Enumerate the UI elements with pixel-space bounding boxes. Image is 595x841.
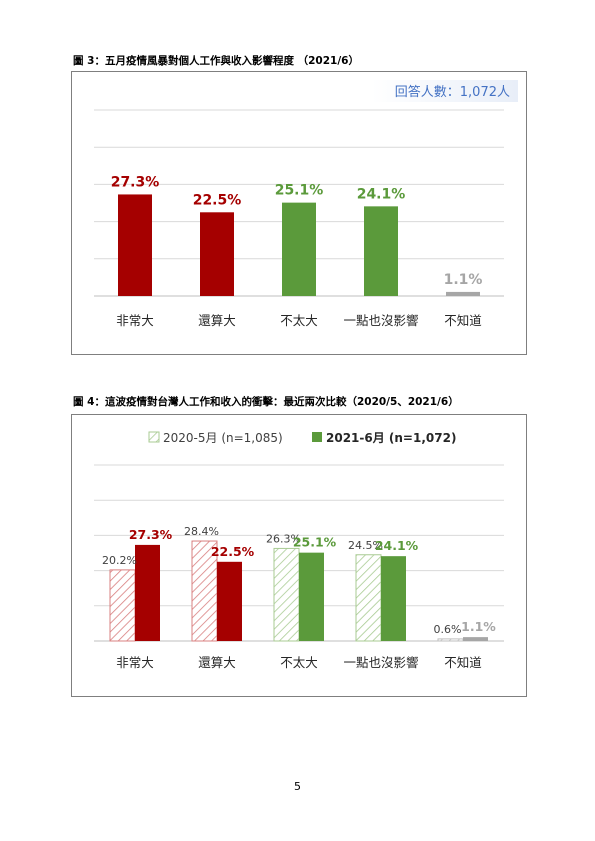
chart-1-x-tick-labels: 非常大 還算大 不太大 一點也沒影響 不知道 (116, 313, 482, 328)
x-tick-label: 非常大 (116, 655, 154, 670)
bar (446, 291, 480, 296)
chart-2-frame: 2020-5月 (n=1,085) 2021-6月 (n=1,072) 20.2… (71, 414, 527, 697)
chart-2-bars (109, 540, 488, 642)
data-label: 1.1% (444, 272, 483, 288)
data-label-2021: 24.1% (375, 538, 419, 553)
chart-2-legend: 2020-5月 (n=1,085) 2021-6月 (n=1,072) (148, 431, 456, 445)
x-tick-label: 不知道 (444, 313, 482, 328)
data-label-2020: 26.3% (266, 532, 301, 545)
data-label: 25.1% (275, 183, 324, 199)
data-label-2020: 0.6% (434, 623, 462, 636)
bar (282, 202, 316, 296)
bar-2021 (217, 561, 242, 641)
bar-2020 (273, 547, 300, 642)
x-tick-label: 一點也沒影響 (343, 655, 418, 670)
chart-2-x-tick-labels: 非常大 還算大 不太大 一點也沒影響 不知道 (116, 655, 482, 670)
bar-2020 (109, 569, 136, 642)
legend-label-2021: 2021-6月 (n=1,072) (326, 431, 456, 445)
bar (364, 206, 398, 296)
data-label: 22.5% (193, 192, 242, 208)
x-tick-label: 不太大 (280, 655, 318, 670)
x-tick-label: 還算大 (198, 655, 236, 670)
respondents-annotation-bg (372, 80, 518, 102)
respondents-annotation: 回答人數：1,072人 (395, 84, 510, 100)
x-tick-label: 非常大 (116, 313, 154, 328)
figure-3-title: 圖 3：五月疫情風暴對個人工作與收入影響程度 （2021/6） (73, 55, 359, 67)
data-label-2021: 25.1% (293, 535, 337, 550)
data-label-2020: 24.5% (348, 539, 383, 552)
data-label: 27.3% (111, 174, 160, 190)
chart-1-data-labels: 27.3% 22.5% 25.1% 24.1% 1.1% (111, 174, 483, 287)
page-number: 5 (294, 780, 301, 793)
legend-swatch-2020 (148, 431, 160, 443)
data-label-2020: 28.4% (184, 525, 219, 538)
data-label-2021: 22.5% (211, 544, 255, 559)
data-label-2020: 20.2% (102, 554, 137, 567)
bar-2020 (355, 554, 382, 642)
figure-4-title: 圖 4：這波疫情對台灣人工作和收入的衝擊：最近兩次比較（2020/5、2021/… (73, 396, 459, 408)
x-tick-label: 還算大 (198, 313, 236, 328)
x-tick-label: 一點也沒影響 (343, 313, 418, 328)
chart-2-svg: 2020-5月 (n=1,085) 2021-6月 (n=1,072) 20.2… (94, 431, 504, 670)
chart-1-frame: 回答人數：1,072人 27.3% 22.5% 25.1% 24.1% 1.1% 非常大… (71, 71, 527, 355)
data-label-2021: 27.3% (129, 527, 173, 542)
data-label-2021: 1.1% (461, 619, 496, 634)
data-label: 24.1% (357, 186, 406, 202)
bar-2021 (381, 556, 406, 641)
legend-label-2020: 2020-5月 (n=1,085) (163, 431, 283, 445)
bar-2021 (463, 637, 488, 641)
chart-2-data-labels: 20.2% 27.3% 28.4% 22.5% 26.3%25.1% 24.5%24.1%… (102, 525, 496, 636)
bar (118, 194, 152, 296)
legend-swatch-2021 (312, 432, 322, 442)
chart-1-bars (118, 194, 480, 296)
bar-2020 (437, 638, 464, 642)
bar-2021 (135, 544, 160, 641)
x-tick-label: 不太大 (280, 313, 318, 328)
chart-1-svg: 回答人數：1,072人 27.3% 22.5% 25.1% 24.1% 1.1% 非常大… (94, 80, 518, 328)
bar-2020 (191, 540, 218, 642)
bar-2021 (299, 552, 324, 641)
bar (200, 212, 234, 296)
x-tick-label: 不知道 (444, 655, 482, 670)
